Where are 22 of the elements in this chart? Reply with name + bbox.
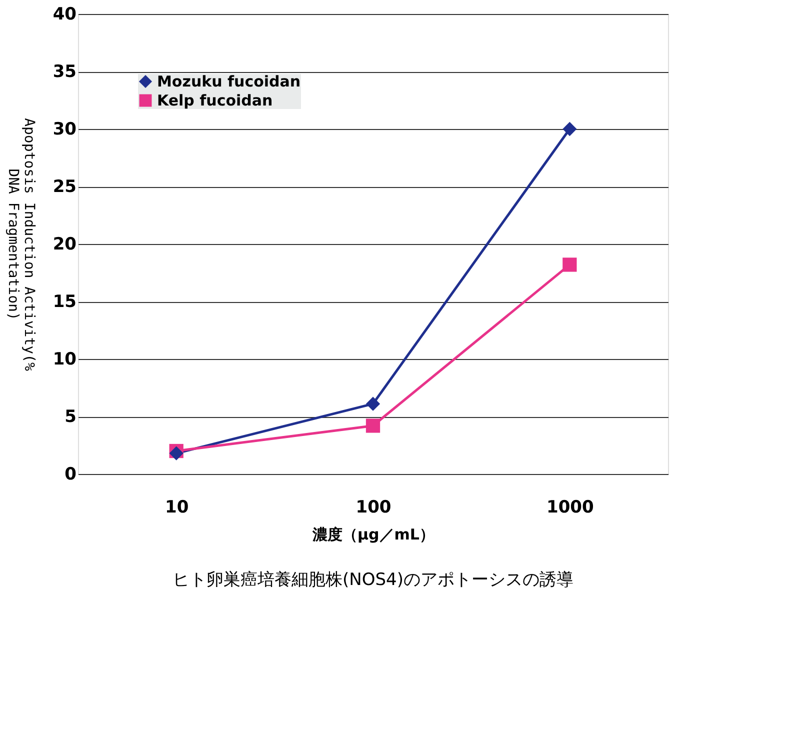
- y-tick-label: 25: [52, 177, 76, 197]
- legend-label: Kelp fucoidan: [157, 92, 273, 110]
- y-axis-title: Apoptosis Induction Activity(% DNA Fragmentation): [4, 118, 37, 372]
- point: [562, 258, 577, 272]
- y-tick-label: 35: [52, 62, 76, 82]
- y-tick-label: 15: [52, 292, 76, 312]
- y-tick-label: 5: [64, 407, 76, 427]
- legend-label: Mozuku fucoidan: [157, 72, 301, 90]
- y-tick-label: 30: [52, 120, 77, 140]
- text: ヒト卵巣癌培養細胞株(NOS4)のアポトーシスの誘導: [172, 570, 574, 590]
- x-axis-title: 濃度（μg／mL）: [312, 526, 434, 544]
- point: [366, 418, 380, 433]
- point: [169, 446, 184, 460]
- x-tick-label: 1000: [546, 498, 594, 518]
- point: [366, 396, 380, 411]
- y-tick-label: 40: [52, 4, 77, 24]
- y-tick-label: 0: [64, 464, 77, 484]
- x-tick-label: 100: [356, 498, 392, 518]
- point: [562, 122, 577, 136]
- x-tick-label: 10: [164, 498, 189, 518]
- y-tick-label: 20: [52, 234, 77, 254]
- y-tick-label: 10: [52, 350, 77, 370]
